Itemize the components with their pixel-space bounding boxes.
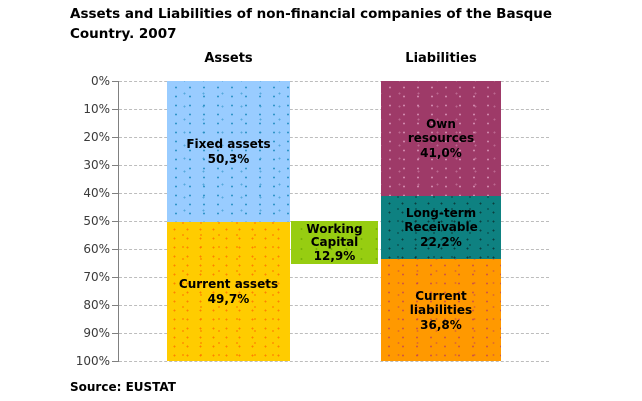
- segment-label: Fixed assets: [186, 137, 271, 151]
- axis-tick: [112, 165, 119, 166]
- y-tick-label: 40%: [83, 186, 110, 200]
- y-tick-label: 30%: [83, 158, 110, 172]
- axis-tick: [112, 249, 119, 250]
- y-tick-label: 50%: [83, 214, 110, 228]
- gridline: [119, 361, 549, 362]
- axis-tick: [112, 109, 119, 110]
- segment-fixed-assets: Fixed assets 50,3%: [167, 81, 290, 222]
- gridline: [119, 333, 549, 334]
- segment-value: 36,8%: [420, 317, 462, 332]
- segment-label: Working Capital: [306, 221, 363, 249]
- axis-tick: [112, 137, 119, 138]
- y-tick-label: 100%: [75, 354, 110, 368]
- segment-value: 41,0%: [420, 146, 462, 160]
- segment-value: 22,2%: [420, 235, 462, 249]
- axis-tick: [112, 221, 119, 222]
- segment-value: 50,3%: [207, 152, 250, 166]
- axis-tick: [112, 193, 119, 194]
- y-tick-label: 60%: [83, 242, 110, 256]
- segment-current-liabilities: Current liabilities 36,8%: [381, 259, 501, 361]
- segment-label: Own resources: [407, 117, 475, 145]
- gridline: [119, 193, 549, 194]
- segment-label: Current assets: [178, 277, 279, 291]
- column-header-liabilities: Liabilities: [405, 51, 477, 66]
- y-tick-label: 10%: [83, 102, 110, 116]
- segment-label: Current liabilities: [409, 288, 473, 317]
- axis-tick: [112, 333, 119, 334]
- gridline: [119, 137, 549, 138]
- chart-title: Assets and Liabilities of non-financial …: [70, 6, 553, 42]
- segment-label: Long-term Receivable: [404, 206, 478, 234]
- y-tick-label: 90%: [83, 326, 110, 340]
- segment-own-resources: Own resources 41,0%: [381, 81, 501, 196]
- axis-tick: [112, 361, 119, 362]
- gridline: [119, 81, 549, 82]
- y-tick-label: 0%: [90, 74, 110, 88]
- segment-value: 49,7%: [207, 292, 250, 306]
- y-tick-label: 20%: [83, 130, 110, 144]
- segment-current-assets: Current assets 49,7%: [167, 222, 290, 361]
- segment-long-term-receivable: Long-term Receivable 22,2%: [381, 196, 501, 259]
- gridline: [119, 165, 549, 166]
- source-note: Source: EUSTAT: [70, 380, 176, 394]
- gridline: [119, 277, 549, 278]
- column-header-assets: Assets: [204, 51, 253, 66]
- gridline: [119, 109, 549, 110]
- gridline: [119, 305, 549, 306]
- segment-working-capital: Working Capital 12,9%: [291, 221, 378, 264]
- axis-tick: [112, 305, 119, 306]
- axis-tick: [112, 81, 119, 82]
- axis-tick: [112, 277, 119, 278]
- y-tick-label: 80%: [83, 298, 110, 312]
- y-tick-label: 70%: [83, 270, 110, 284]
- segment-value: 12,9%: [313, 248, 356, 263]
